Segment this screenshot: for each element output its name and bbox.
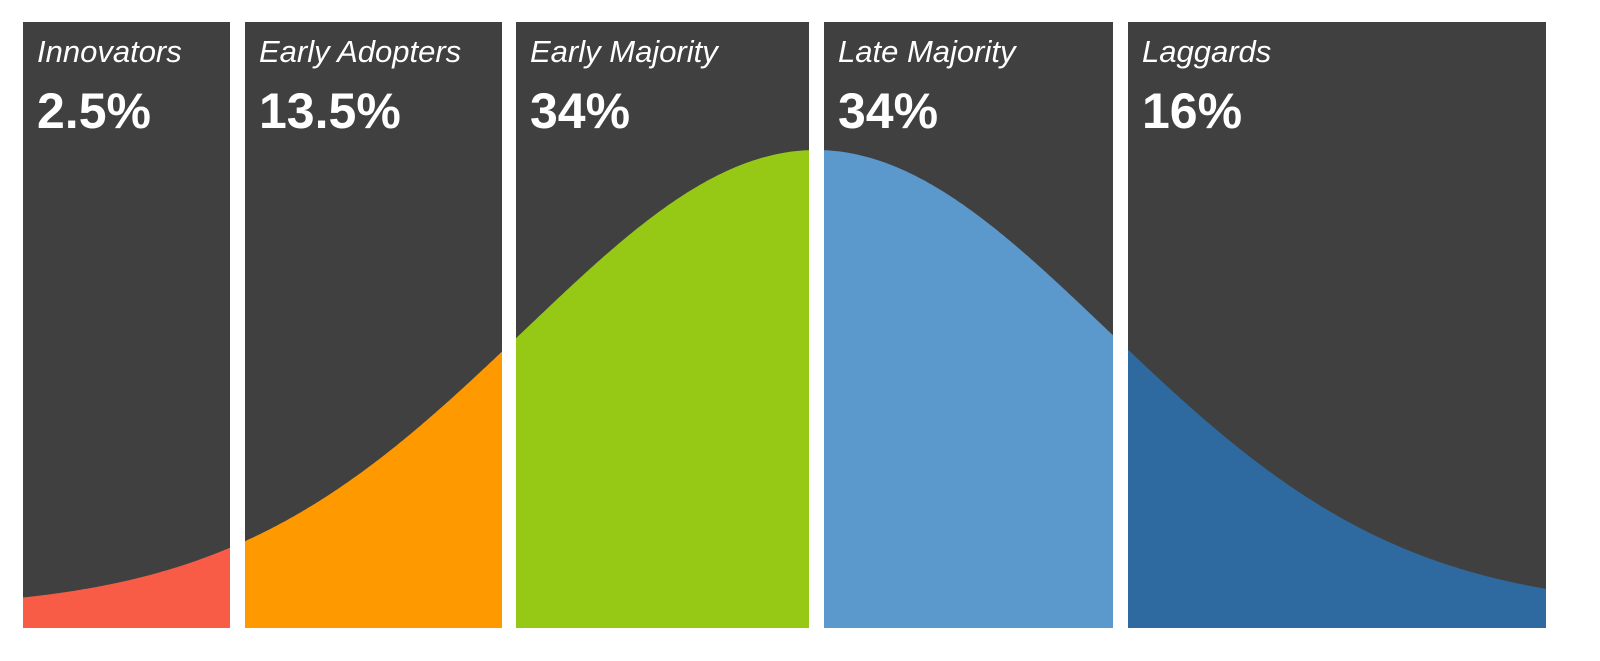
segment-label: Laggards — [1142, 34, 1271, 69]
segment-label: Early Adopters — [259, 34, 461, 69]
segment-value: 34% — [838, 83, 938, 139]
segment-label: Late Majority — [838, 34, 1018, 69]
area-late-majority — [824, 150, 1113, 628]
area-laggards — [1128, 349, 1546, 628]
segment-value: 34% — [530, 83, 630, 139]
area-early-adopters — [245, 351, 502, 628]
segment-label: Early Majority — [530, 34, 720, 69]
segment-label: Innovators — [37, 34, 182, 69]
segment-value: 16% — [1142, 83, 1242, 139]
segment-value: 2.5% — [37, 83, 151, 139]
segment-value: 13.5% — [259, 83, 401, 139]
panel-innovators — [23, 22, 230, 628]
area-early-majority — [516, 150, 809, 628]
area-innovators — [23, 547, 230, 628]
